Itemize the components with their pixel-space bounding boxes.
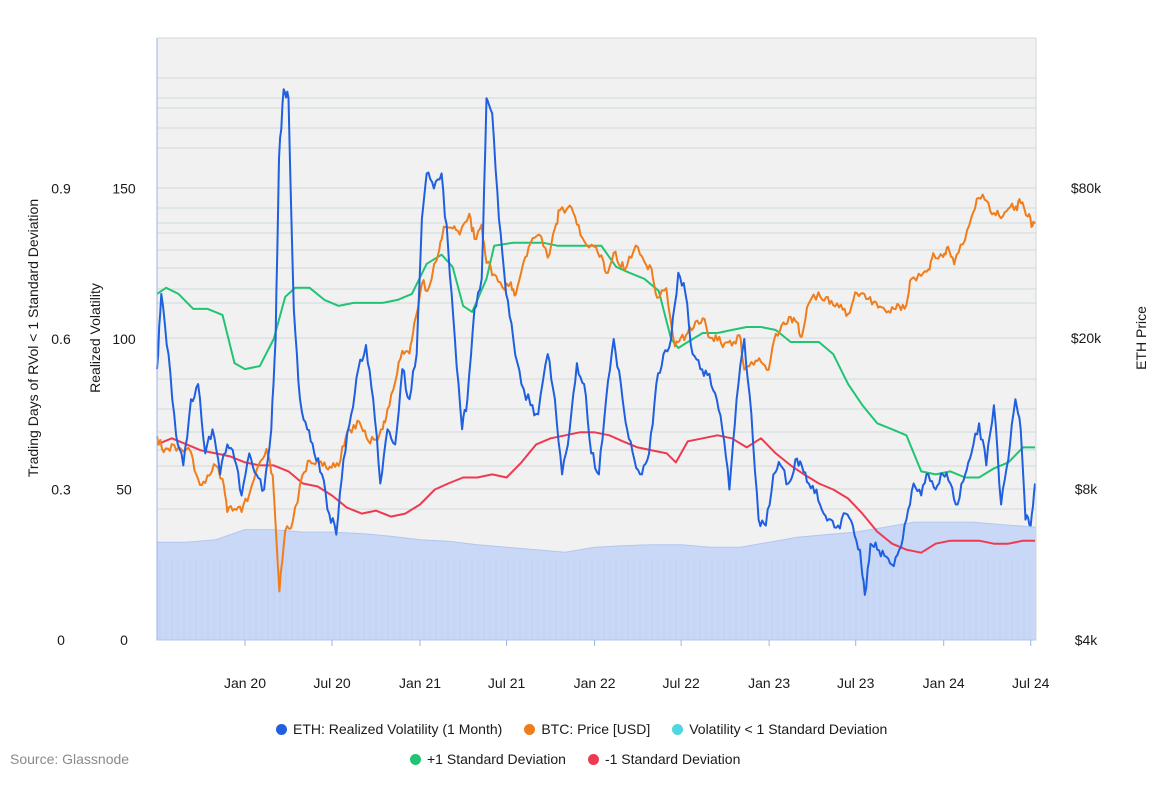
x-tick-label: Jan 24 — [923, 675, 965, 691]
left-tick-label: 150 — [112, 181, 136, 197]
legend-dot-plus-1sd — [410, 753, 421, 765]
left-axis-title: Realized Volatility — [87, 283, 103, 393]
series-lines — [156, 88, 1036, 596]
outer-left-tick-label: 0.9 — [51, 181, 71, 197]
legend-label-minus-1sd: -1 Standard Deviation — [604, 751, 741, 767]
right-tick-label: $20k — [1071, 330, 1102, 346]
left-tick-label: 0 — [120, 632, 128, 648]
legend-item-eth-volatility[interactable]: ETH: Realized Volatility (1 Month) — [276, 721, 502, 737]
right-tick-label: $8k — [1075, 481, 1099, 497]
x-tick-label: Jul 20 — [313, 675, 351, 691]
series-line-eth-volatility — [156, 88, 1036, 596]
x-tick-label: Jan 21 — [399, 675, 441, 691]
legend-item-minus-1sd[interactable]: -1 Standard Deviation — [587, 751, 741, 767]
outer-left-tick-label: 0.6 — [51, 331, 71, 347]
series-line-btc-price — [156, 193, 1036, 593]
outer-left-tick-label: 0 — [57, 632, 65, 648]
right-tick-label: $80k — [1071, 180, 1102, 196]
legend-dot-minus-1sd — [587, 753, 599, 765]
series-area-volatility-below-1sd — [156, 521, 1037, 641]
left-tick-label: 100 — [112, 331, 136, 347]
legend-dot-btc-price — [524, 723, 536, 735]
x-tick-label: Jan 20 — [224, 675, 266, 691]
x-tick-label: Jan 23 — [748, 675, 790, 691]
right-axis-title: ETH Price — [1133, 306, 1149, 370]
legend-dot-eth-volatility — [276, 723, 287, 735]
legend-item-volatility-below-1sd[interactable]: Volatility < 1 Standard Deviation — [672, 721, 887, 737]
legend-label-plus-1sd: +1 Standard Deviation — [427, 751, 566, 767]
area-hatching — [159, 560, 1031, 640]
left-tick-label: 50 — [116, 482, 132, 498]
x-tick-label: Jul 24 — [1012, 675, 1050, 691]
legend-item-btc-price[interactable]: BTC: Price [USD] — [524, 721, 650, 737]
x-tick-label: Jul 21 — [488, 675, 526, 691]
x-tick-label: Jan 22 — [574, 675, 616, 691]
y-axes: 0 0.3 0.6 0.9 0 50 100 150 $4k $8k $20k $80k — [51, 180, 1102, 648]
legend-row-1: ETH: Realized Volatility (1 Month) BTC: … — [276, 721, 887, 737]
right-tick-label: $4k — [1075, 632, 1099, 648]
source-note: Source: Glassnode — [10, 751, 130, 767]
legend-dot-volatility-below-1sd — [672, 723, 684, 735]
x-tick-label: Jul 23 — [837, 675, 875, 691]
legend-item-plus-1sd[interactable]: +1 Standard Deviation — [410, 751, 566, 767]
legend-label-eth-volatility: ETH: Realized Volatility (1 Month) — [293, 721, 503, 737]
outer-left-axis-title: Trading Days of RVol < 1 Standard Deviat… — [25, 199, 41, 477]
x-axis: Jan 20 Jul 20 Jan 21 Jul 21 Jan 22 Jul 22 Jan … — [224, 640, 1050, 691]
legend-label-btc-price: BTC: Price [USD] — [541, 721, 651, 737]
legend-row-2: +1 Standard Deviation -1 Standard Deviat… — [410, 751, 740, 767]
legend-label-volatility-below-1sd: Volatility < 1 Standard Deviation — [689, 721, 888, 737]
outer-left-tick-label: 0.3 — [51, 482, 71, 498]
x-tick-label: Jul 22 — [662, 675, 700, 691]
